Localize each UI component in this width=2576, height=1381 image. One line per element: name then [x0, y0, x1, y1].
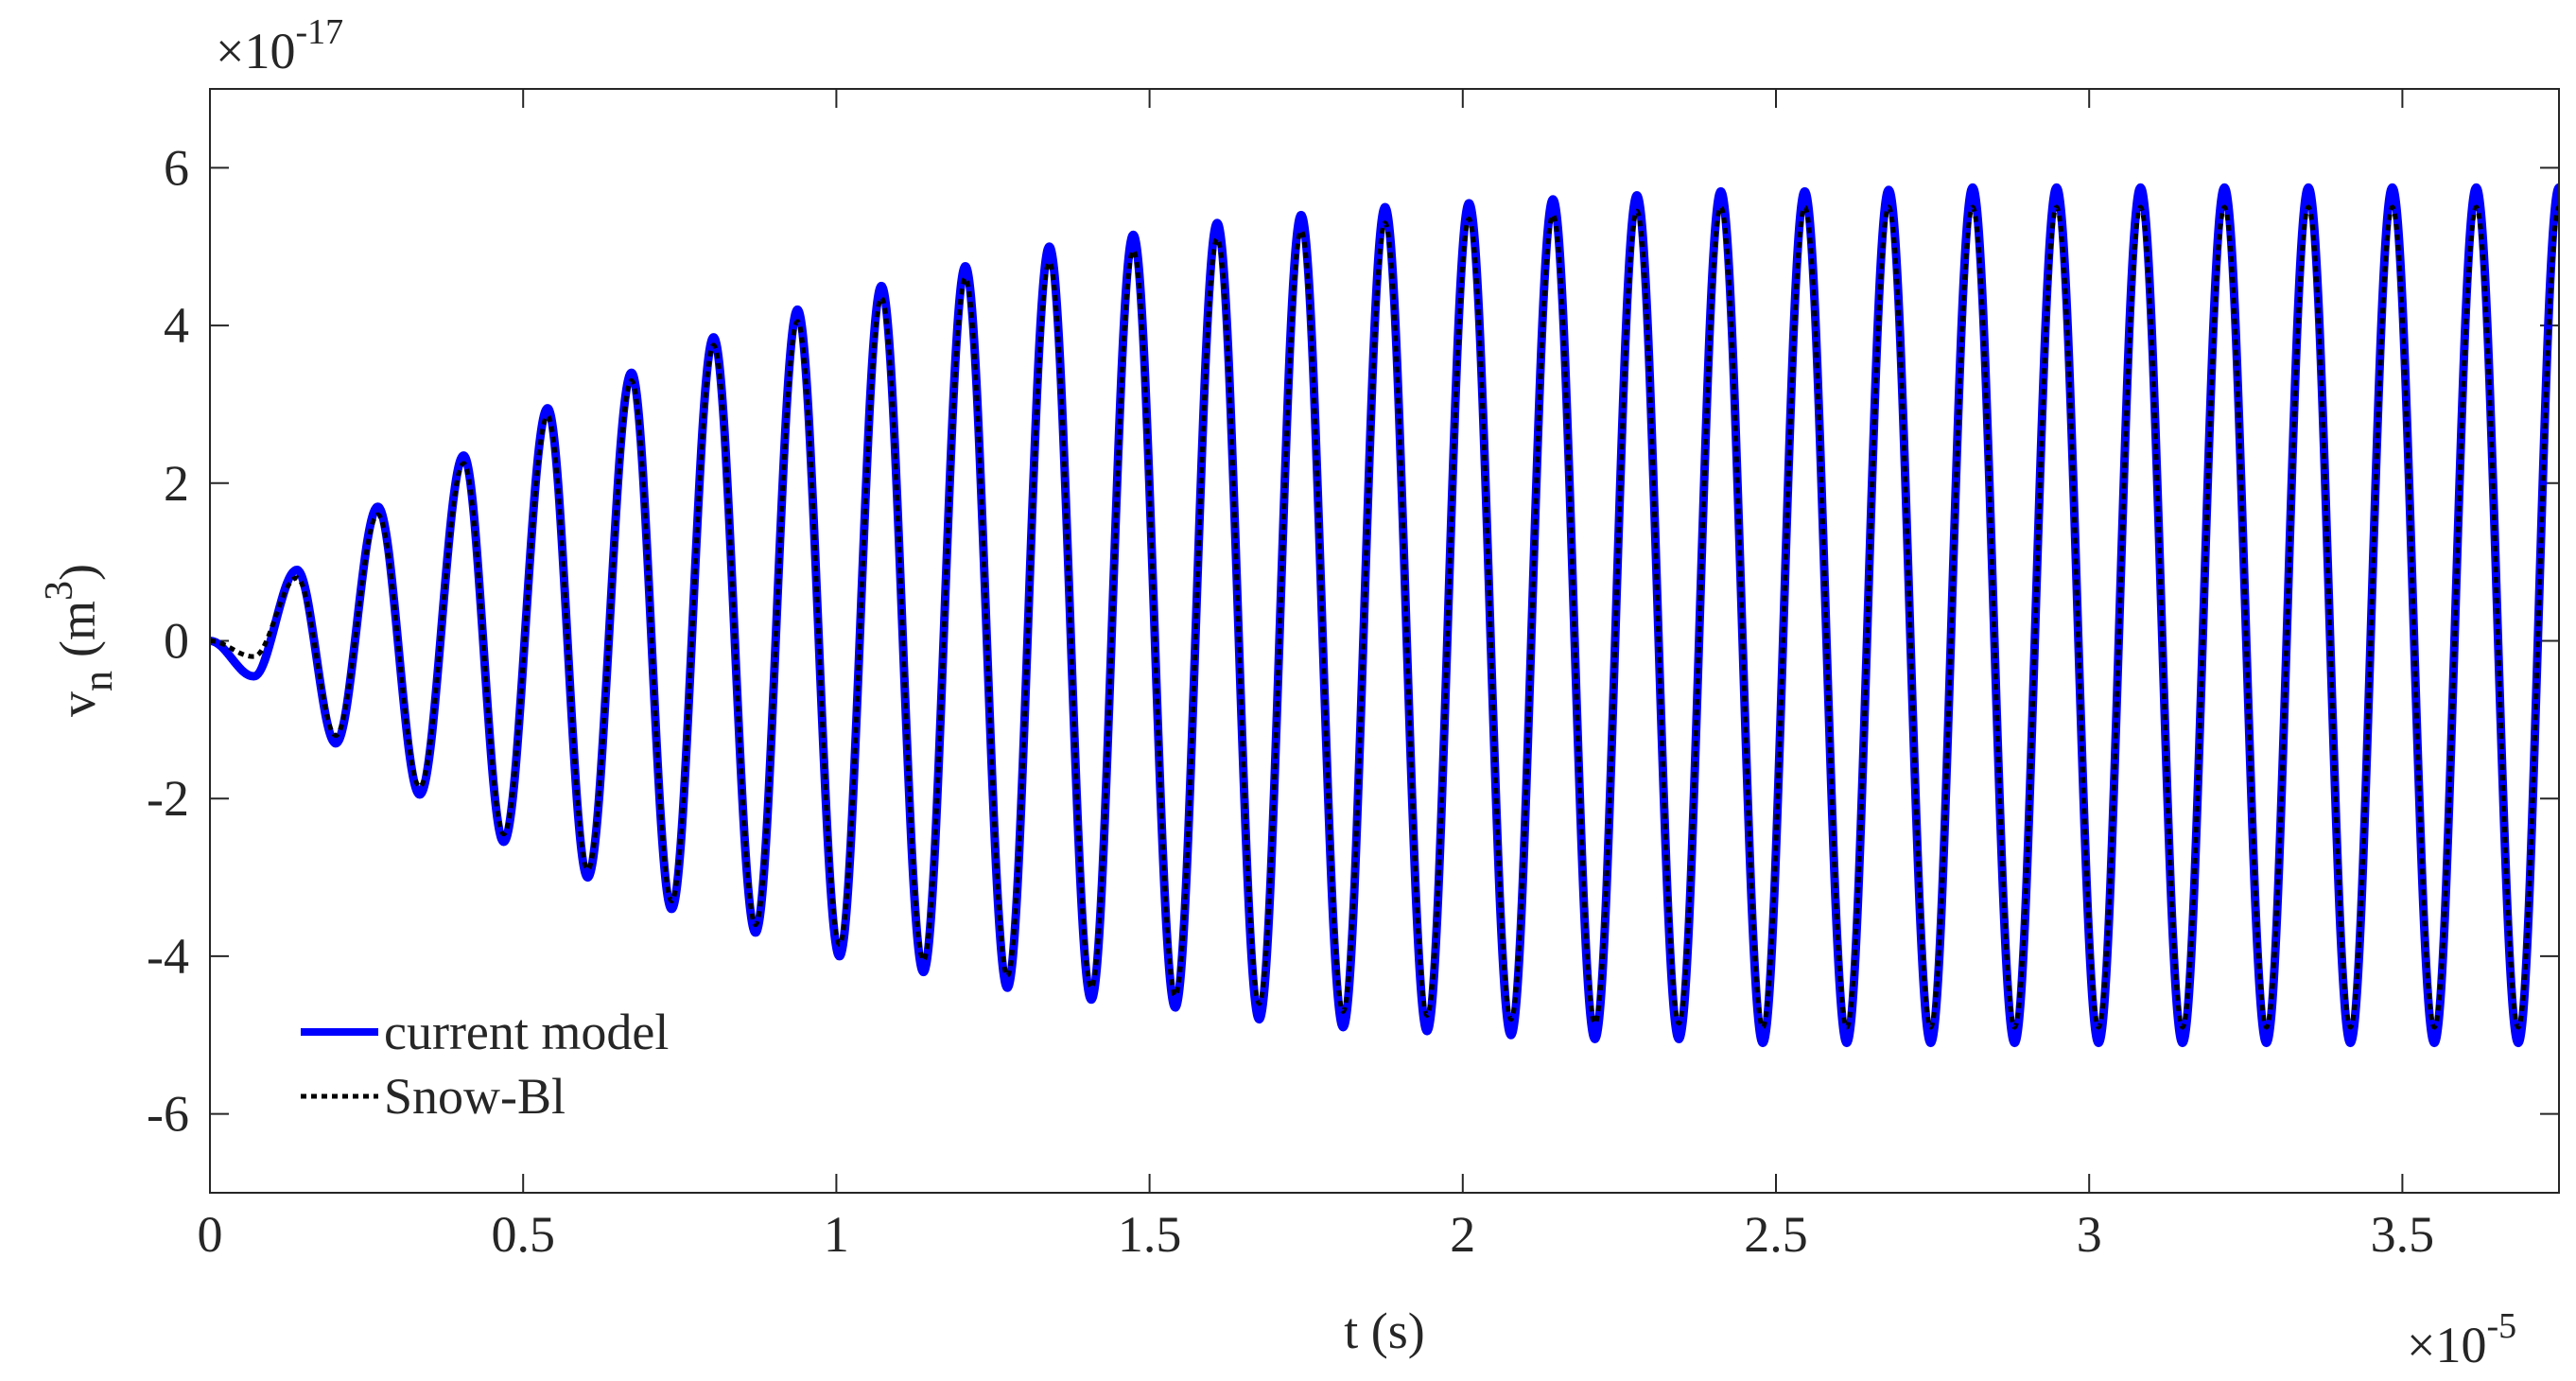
y-label-close: )	[49, 564, 106, 581]
legend-label: Snow-Bl	[384, 1068, 566, 1125]
y-label-subscript: n	[75, 671, 121, 691]
y-tick-label: -6	[147, 1086, 189, 1143]
y-axis-label: vn (m3)	[38, 564, 121, 717]
x-tick-label: 1	[824, 1206, 849, 1263]
y-tick-label: -4	[147, 928, 189, 985]
y-multiplier-exponent: -17	[295, 12, 343, 52]
y-multiplier-base: ×10	[216, 23, 295, 79]
x-multiplier-exponent: -5	[2486, 1306, 2516, 1346]
y-tick-label: 6	[164, 139, 189, 196]
plot-frame	[209, 88, 2560, 1194]
legend-label: current model	[384, 1004, 669, 1060]
x-multiplier-base: ×10	[2407, 1317, 2486, 1373]
x-tick-label: 1.5	[1118, 1206, 1182, 1263]
y-label-symbol: v	[49, 691, 106, 717]
x-tick-label: 0.5	[491, 1206, 555, 1263]
x-tick-label: 2.5	[1744, 1206, 1808, 1263]
x-tick-label: 3.5	[2371, 1206, 2435, 1263]
x-tick-label: 2	[1450, 1206, 1475, 1263]
y-tick-label: 2	[164, 455, 189, 512]
x-tick-label: 0	[198, 1206, 223, 1263]
y-tick-label: 4	[164, 297, 189, 354]
x-tick-label: 3	[2077, 1206, 2102, 1263]
y-tick-label: 0	[164, 613, 189, 670]
x-multiplier: ×10-5	[2407, 1306, 2516, 1373]
y-multiplier: ×10-17	[216, 12, 343, 79]
y-tick-label: -2	[147, 770, 189, 827]
x-axis-label: t (s)	[1344, 1302, 1424, 1359]
y-label-unit: (m	[49, 601, 106, 657]
y-label-superscript: 3	[38, 581, 81, 601]
